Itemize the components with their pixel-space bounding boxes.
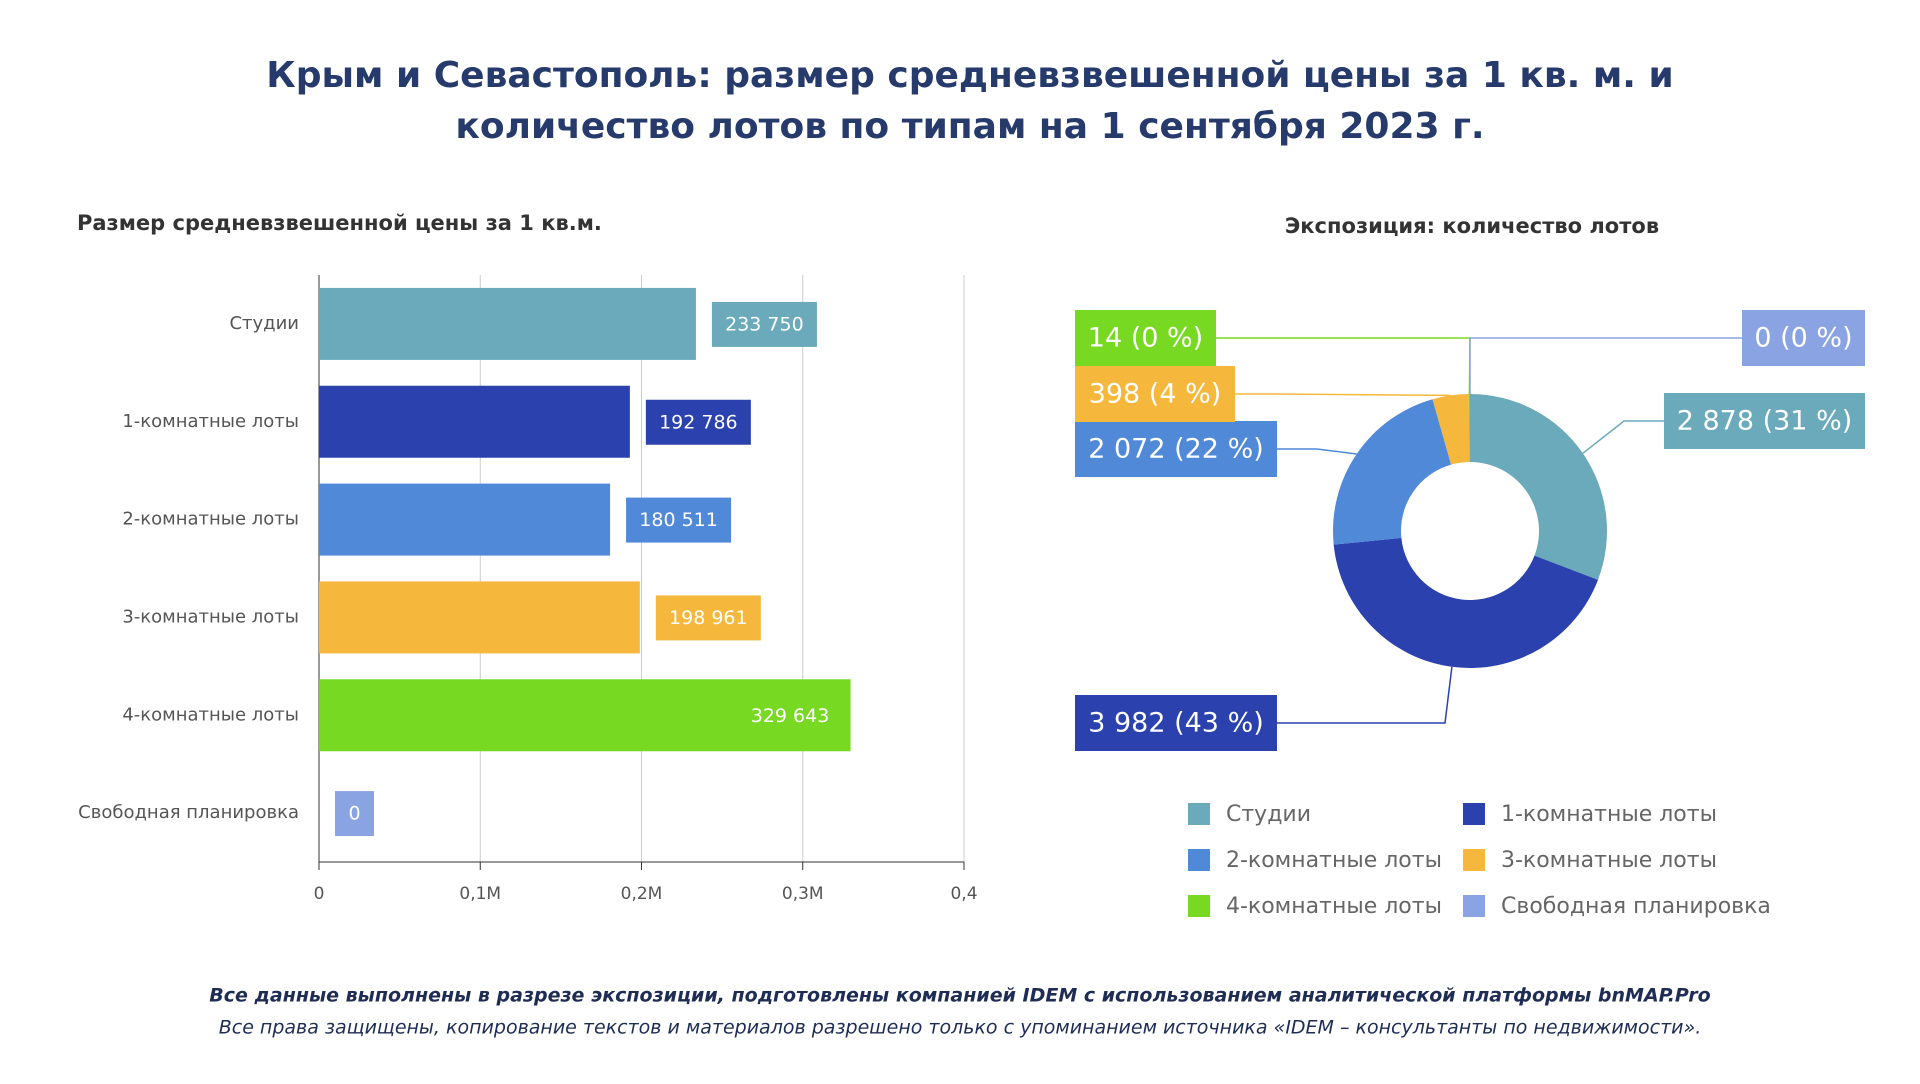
footer-line: Все права защищены, копирование текстов … (219, 1017, 1702, 1039)
x-tick-label: 0,2M (621, 884, 663, 904)
value-label: 198 961 (669, 607, 748, 629)
legend-swatch (1463, 895, 1485, 917)
x-tick-label: 0,3M (782, 884, 824, 904)
legend-swatch (1188, 849, 1210, 871)
legend-swatch (1463, 803, 1485, 825)
donut-slice (1333, 537, 1599, 669)
callout-box (1075, 695, 1277, 751)
y-tick-label: 3-комнатные лоты (122, 606, 299, 627)
callout-line (1277, 448, 1357, 455)
chart-title: Размер средневзвешенной цены за 1 кв.м. (77, 211, 602, 235)
main-title: количество лотов по типам на 1 сентября … (455, 106, 1484, 147)
value-label-box (655, 595, 761, 641)
bar (319, 679, 851, 752)
y-tick-label: 4-комнатные лоты (122, 704, 299, 725)
x-tick-label: 0,4 (950, 884, 977, 904)
legend-label: Студии (1226, 802, 1311, 827)
chart-title: Экспозиция: количество лотов (1285, 214, 1659, 238)
bar (319, 287, 696, 360)
donut-slice (1432, 394, 1470, 465)
bar (319, 483, 611, 556)
y-tick-label: Свободная планировка (78, 802, 299, 823)
callout-label: 2 072 (22 %) (1088, 434, 1264, 465)
legend-label: 4-комнатные лоты (1226, 894, 1442, 919)
footer-line: Все данные выполнены в разрезе экспозици… (209, 985, 1710, 1007)
value-label: 180 511 (639, 509, 718, 531)
value-label-box (645, 399, 751, 445)
callout-label: 14 (0 %) (1088, 323, 1203, 354)
callout-label: 2 878 (31 %) (1677, 406, 1853, 437)
callout-box (1664, 393, 1865, 449)
bar (319, 581, 640, 654)
bar (319, 385, 630, 458)
donut-slice (1470, 394, 1608, 580)
callout-line (1469, 337, 1742, 394)
legend-label: Свободная планировка (1501, 894, 1771, 919)
legend-swatch (1188, 895, 1210, 917)
value-label: 233 750 (725, 313, 804, 335)
donut-slice (1468, 394, 1470, 463)
callout-box (1075, 310, 1216, 366)
callout-box (1742, 310, 1865, 366)
legend-label: 2-комнатные лоты (1226, 848, 1442, 873)
callout-line (1582, 420, 1664, 454)
callout-label: 0 (0 %) (1754, 323, 1852, 354)
callout-line (1235, 393, 1451, 397)
callout-box (1075, 366, 1235, 422)
callout-line (1277, 666, 1453, 724)
legend-label: 3-комнатные лоты (1501, 848, 1717, 873)
y-tick-label: Студии (229, 313, 299, 334)
callout-label: 398 (4 %) (1089, 379, 1222, 410)
value-label: 192 786 (659, 411, 738, 433)
value-label: 0 (348, 803, 360, 825)
x-tick-label: 0 (314, 884, 325, 904)
value-label-box (626, 497, 732, 543)
legend-swatch (1188, 803, 1210, 825)
value-label-box (711, 301, 817, 347)
main-title: Крым и Севастополь: размер средневзвешен… (266, 55, 1673, 96)
legend-label: 1-комнатные лоты (1501, 802, 1717, 827)
callout-line (1216, 337, 1471, 395)
callout-box (1075, 421, 1277, 477)
donut-slice (1333, 399, 1452, 545)
callout-label: 3 982 (43 %) (1088, 708, 1264, 739)
y-tick-label: 2-комнатные лоты (122, 509, 299, 530)
value-label: 329 643 (751, 705, 830, 727)
legend-swatch (1463, 849, 1485, 871)
x-tick-label: 0,1M (459, 884, 501, 904)
value-label-box (335, 791, 374, 837)
y-tick-label: 1-комнатные лоты (122, 411, 299, 432)
